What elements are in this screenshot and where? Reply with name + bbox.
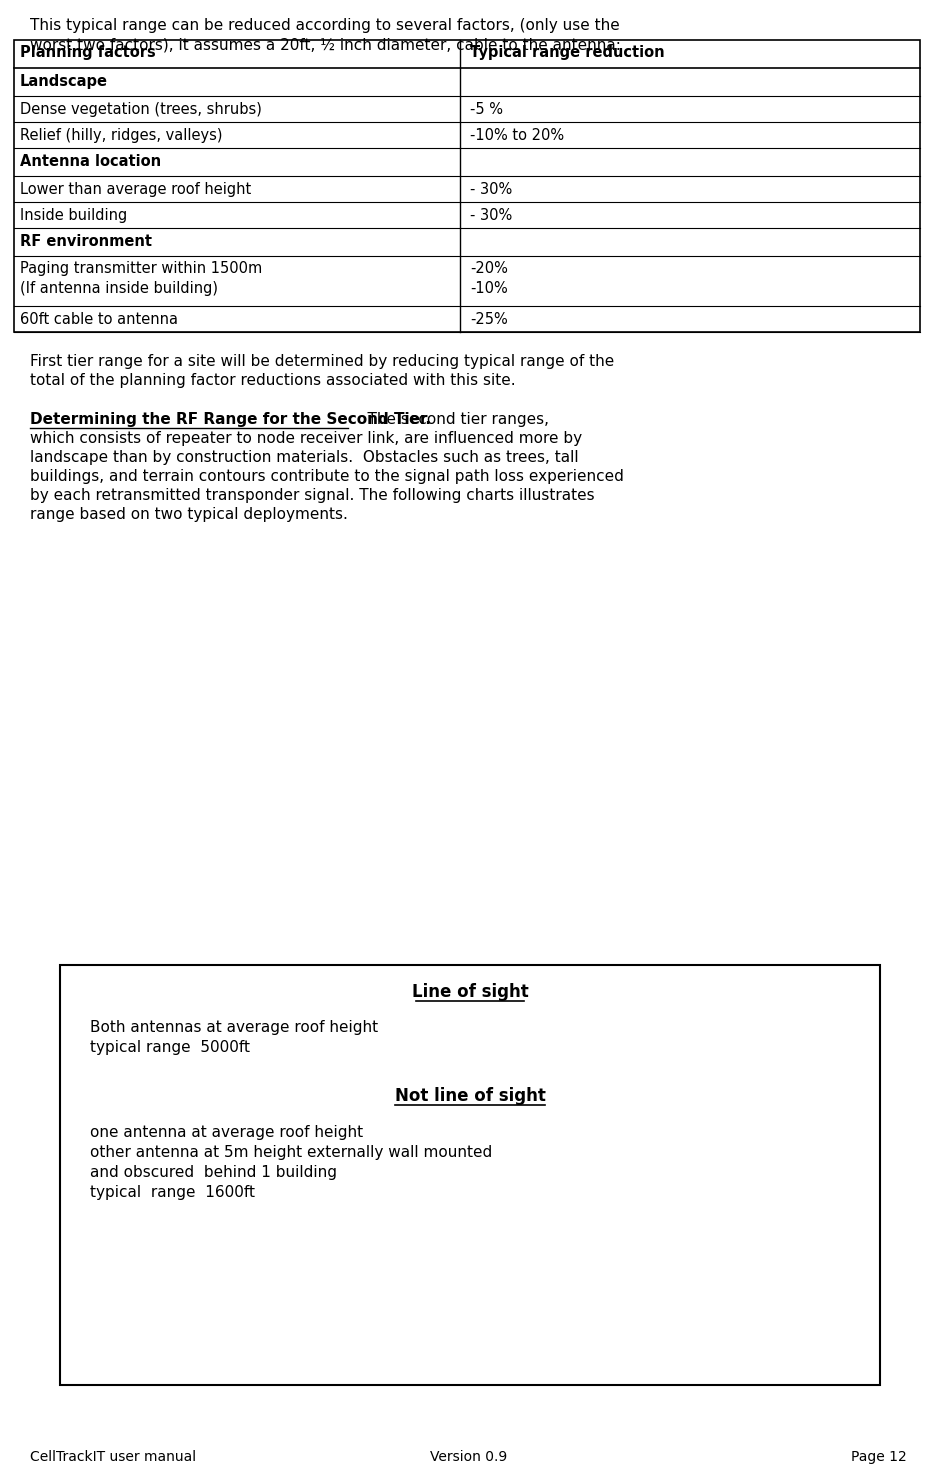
Text: (If antenna inside building): (If antenna inside building) [20, 281, 218, 296]
Bar [14, 40, 919, 333]
Text: other antenna at 5m height externally wall mounted: other antenna at 5m height externally wa… [90, 1145, 491, 1160]
Text: CellTrackIT user manual: CellTrackIT user manual [30, 1450, 196, 1465]
Text: Paging transmitter within 1500m: Paging transmitter within 1500m [20, 261, 262, 277]
Text: Not line of sight: Not line of sight [394, 1086, 545, 1105]
Text: -10%: -10% [470, 281, 507, 296]
Text: 60ft cable to antenna: 60ft cable to antenna [20, 312, 178, 327]
Text: total of the planning factor reductions associated with this site.: total of the planning factor reductions … [30, 372, 515, 389]
Text: typical  range  1600ft: typical range 1600ft [90, 1185, 255, 1200]
Text: Planning factors: Planning factors [20, 46, 155, 60]
Text: -25%: -25% [470, 312, 507, 327]
Text: one antenna at average roof height: one antenna at average roof height [90, 1125, 363, 1139]
Text: Dense vegetation (trees, shrubs): Dense vegetation (trees, shrubs) [20, 102, 261, 116]
Text: Relief (hilly, ridges, valleys): Relief (hilly, ridges, valleys) [20, 128, 222, 143]
Text: by each retransmitted transponder signal. The following charts illustrates: by each retransmitted transponder signal… [30, 489, 594, 503]
Text: range based on two typical deployments.: range based on two typical deployments. [30, 506, 347, 523]
Text: Lower than average roof height: Lower than average roof height [20, 183, 251, 197]
Text: Inside building: Inside building [20, 208, 127, 222]
Text: -10% to 20%: -10% to 20% [470, 128, 563, 143]
Text: This typical range can be reduced according to several factors, (only use the: This typical range can be reduced accord… [30, 18, 619, 32]
Text: worst two factors), it assumes a 20ft, ½ inch diameter, cable to the antenna:: worst two factors), it assumes a 20ft, ½… [30, 38, 621, 53]
Text: which consists of repeater to node receiver link, are influenced more by: which consists of repeater to node recei… [30, 431, 581, 446]
Text: -5 %: -5 % [470, 102, 503, 116]
Text: Both antennas at average roof height: Both antennas at average roof height [90, 1020, 378, 1035]
Text: Version 0.9: Version 0.9 [430, 1450, 506, 1465]
Bar [60, 966, 879, 1385]
Text: Antenna location: Antenna location [20, 155, 161, 169]
Text: -20%: -20% [470, 261, 507, 277]
Text: and obscured  behind 1 building: and obscured behind 1 building [90, 1164, 337, 1181]
Text: Determining the RF Range for the Second Tier.: Determining the RF Range for the Second … [30, 412, 431, 427]
Text: - 30%: - 30% [470, 208, 512, 222]
Text: Line of sight: Line of sight [411, 983, 528, 1001]
Text: - 30%: - 30% [470, 183, 512, 197]
Text: buildings, and terrain contours contribute to the signal path loss experienced: buildings, and terrain contours contribu… [30, 470, 623, 484]
Text: landscape than by construction materials.  Obstacles such as trees, tall: landscape than by construction materials… [30, 450, 578, 465]
Text: The second tier ranges,: The second tier ranges, [347, 412, 548, 427]
Text: typical range  5000ft: typical range 5000ft [90, 1041, 250, 1055]
Text: RF environment: RF environment [20, 234, 152, 249]
Text: Landscape: Landscape [20, 74, 108, 88]
Text: First tier range for a site will be determined by reducing typical range of the: First tier range for a site will be dete… [30, 353, 614, 369]
Text: Page 12: Page 12 [850, 1450, 906, 1465]
Text: Typical range reduction: Typical range reduction [470, 46, 664, 60]
